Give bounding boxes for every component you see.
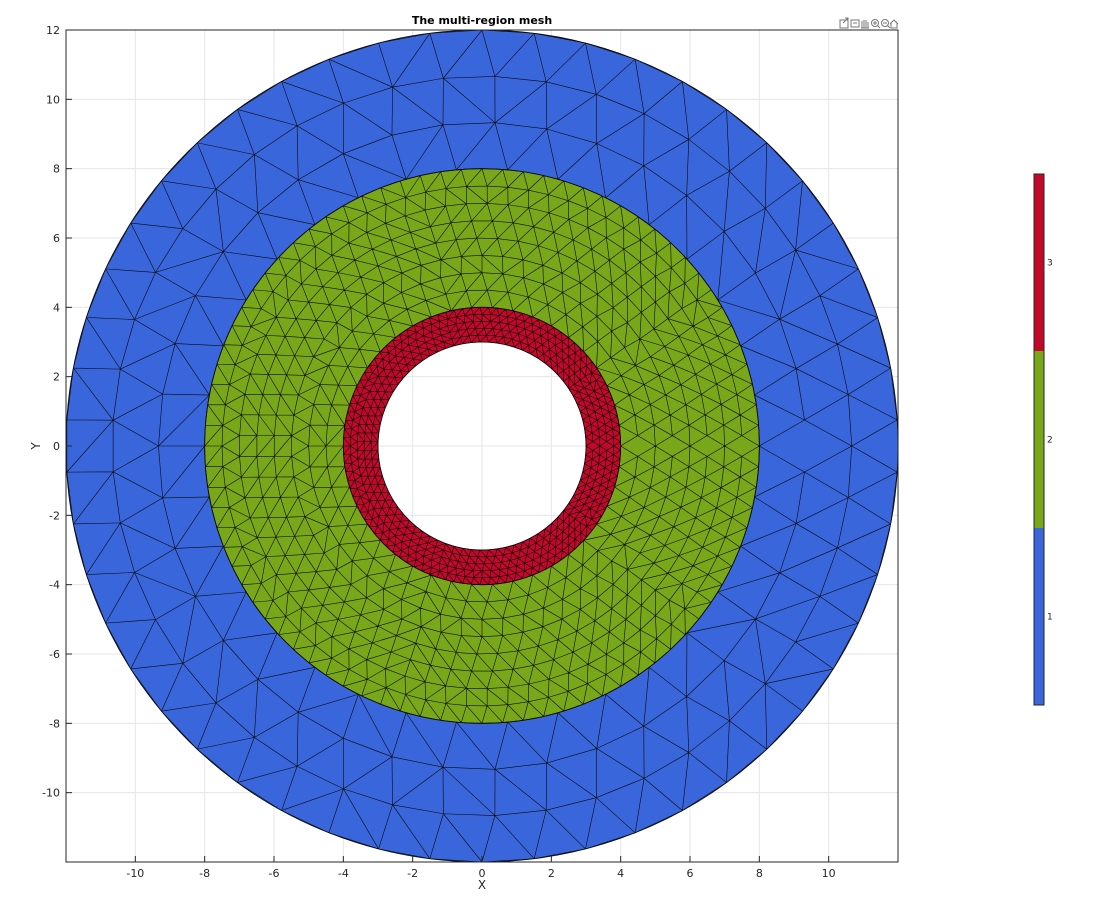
colorbar-frame: [1033, 173, 1045, 706]
y-tick-label: -2: [49, 509, 60, 522]
region-outer-edge: [204, 168, 760, 724]
x-tick-label: -10: [126, 867, 144, 880]
x-tick-label: 0: [479, 867, 486, 880]
x-tick-label: 4: [617, 867, 624, 880]
x-tick-label: 6: [687, 867, 694, 880]
colorbar-tick-label: 2: [1047, 436, 1053, 446]
region-3: [342, 306, 622, 586]
y-tick-label: 10: [46, 93, 60, 106]
y-tick-label: -10: [42, 787, 60, 800]
y-tick-label: -8: [49, 717, 60, 730]
home-icon[interactable]: [889, 19, 899, 29]
colorbar: 1 2 3: [1033, 173, 1053, 706]
x-ticks: -10 -8 -6 -4 -2 0 2 4 6 8 10: [126, 856, 836, 880]
export-icon[interactable]: [839, 17, 849, 29]
x-axis-label: X: [478, 878, 486, 892]
region-outer-edge: [342, 306, 622, 586]
datatip-icon[interactable]: [850, 19, 860, 28]
y-tick-label: 12: [46, 24, 60, 37]
x-tick-label: -2: [407, 867, 418, 880]
colorbar-segment-1: [1034, 528, 1044, 705]
x-tick-label: -4: [338, 867, 349, 880]
zoom-in-icon[interactable]: [871, 19, 881, 29]
y-tick-label: 0: [53, 440, 60, 453]
region-inner-edge: [377, 341, 587, 551]
chart-title: The multi-region mesh: [412, 14, 552, 27]
axes-toolbar[interactable]: [839, 17, 899, 29]
colorbar-tick-label: 1: [1047, 613, 1053, 623]
mesh-triangles: [343, 307, 621, 585]
y-tick-label: 4: [53, 301, 60, 314]
y-ticks: 12 10 8 6 4 2 0 -2 -4 -6 -8 -10: [42, 24, 72, 800]
mesh: [66, 30, 898, 862]
y-tick-label: 6: [53, 232, 60, 245]
x-tick-label: -6: [269, 867, 280, 880]
x-tick-label: 8: [756, 867, 763, 880]
x-tick-label: 10: [822, 867, 836, 880]
y-axis-label: Y: [29, 442, 43, 451]
colorbar-segment-2: [1034, 351, 1044, 528]
zoom-out-icon[interactable]: [881, 19, 891, 29]
colorbar-tick-label: 3: [1047, 259, 1053, 269]
y-tick-label: -6: [49, 648, 60, 661]
colorbar-segment-3: [1034, 174, 1044, 351]
x-tick-label: 2: [548, 867, 555, 880]
mesh-triangles: [204, 168, 760, 724]
mesh-triangles: [66, 30, 898, 862]
y-tick-label: -4: [49, 579, 60, 592]
y-tick-label: 2: [53, 371, 60, 384]
x-tick-label: -8: [199, 867, 210, 880]
y-tick-label: 8: [53, 163, 60, 176]
pan-icon[interactable]: [861, 20, 869, 29]
